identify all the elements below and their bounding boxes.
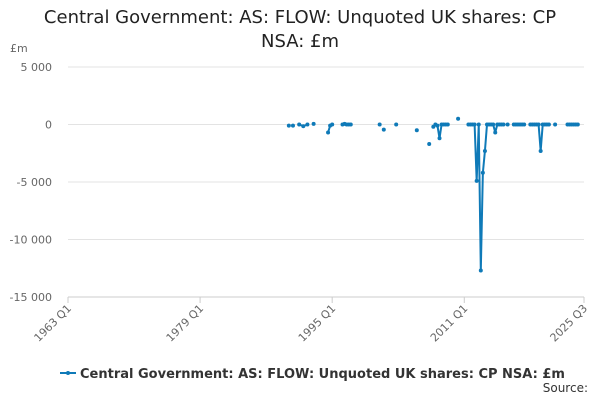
x-tick-label: 1963 Q1 bbox=[32, 302, 75, 345]
y-tick-label: 5 000 bbox=[21, 61, 53, 74]
chart-title: Central Government: AS: FLOW: Unquoted U… bbox=[43, 7, 557, 52]
series-line bbox=[432, 123, 448, 139]
data-point bbox=[326, 130, 331, 135]
data-point bbox=[474, 178, 479, 183]
data-point bbox=[575, 122, 580, 127]
data-point bbox=[456, 116, 461, 121]
data-point bbox=[538, 148, 543, 153]
data-point bbox=[305, 122, 310, 127]
legend-marker bbox=[66, 371, 70, 375]
data-point bbox=[546, 122, 551, 127]
data-point bbox=[290, 123, 295, 128]
data-point bbox=[505, 122, 510, 127]
data-point bbox=[476, 122, 481, 127]
x-tick-label: 2025 Q3 bbox=[548, 302, 591, 345]
series-line bbox=[530, 123, 549, 152]
data-point bbox=[311, 121, 316, 126]
data-point bbox=[501, 122, 506, 127]
data-point bbox=[435, 123, 440, 128]
data-point bbox=[437, 136, 442, 141]
data-point bbox=[330, 122, 335, 127]
data-point bbox=[478, 268, 483, 273]
data-point bbox=[394, 122, 399, 127]
data-point bbox=[445, 122, 450, 127]
data-point bbox=[297, 122, 302, 127]
series-line bbox=[468, 123, 504, 271]
x-tick-label: 2011 Q1 bbox=[428, 302, 471, 345]
source: Source: bbox=[543, 381, 588, 395]
x-tick-label: 1979 Q1 bbox=[164, 302, 207, 345]
data-point bbox=[377, 122, 382, 127]
data-point bbox=[491, 122, 496, 127]
y-tick-label: -10 000 bbox=[10, 234, 52, 247]
data-point bbox=[536, 122, 541, 127]
data-point bbox=[381, 127, 386, 132]
x-tick-label: 1995 Q1 bbox=[296, 302, 339, 345]
data-point bbox=[553, 122, 558, 127]
legend-label: Central Government: AS: FLOW: Unquoted U… bbox=[80, 367, 565, 382]
data-point bbox=[522, 122, 527, 127]
data-point bbox=[493, 130, 498, 135]
data-point bbox=[286, 123, 291, 128]
data-point bbox=[427, 142, 432, 147]
data-point bbox=[414, 128, 419, 133]
y-tick-label: -5 000 bbox=[17, 176, 52, 189]
data-point bbox=[480, 170, 485, 175]
y-tick-label: -15 000 bbox=[10, 291, 52, 304]
y-axis-label: £m bbox=[10, 42, 28, 55]
data-point bbox=[472, 122, 477, 127]
data-point bbox=[301, 124, 306, 129]
data-point bbox=[482, 148, 487, 153]
data-point bbox=[348, 122, 353, 127]
y-tick-label: 0 bbox=[45, 119, 52, 132]
